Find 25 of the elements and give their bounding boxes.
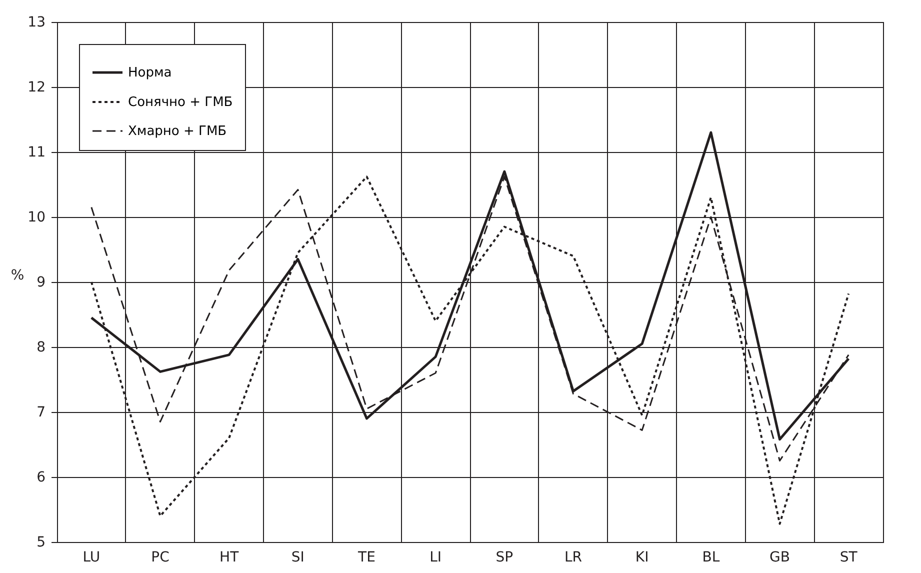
- x-tick-label: LI: [430, 550, 442, 566]
- y-tick-label: 12: [28, 80, 46, 96]
- y-axis-title: %: [10, 268, 24, 284]
- x-tick-label: GB: [770, 550, 790, 566]
- legend-label: Норма: [128, 66, 172, 80]
- y-tick-label: 7: [36, 404, 46, 420]
- y-tick-label: 5: [36, 534, 46, 550]
- legend-label: Сонячно + ГМБ: [128, 95, 233, 110]
- x-tick-label: PC: [151, 550, 170, 566]
- y-tick-label: 8: [36, 340, 46, 356]
- y-tick-label: 11: [28, 144, 46, 160]
- x-tick-label: LU: [82, 550, 100, 566]
- x-tick-label: SI: [291, 550, 304, 566]
- x-tick-label: BL: [702, 550, 720, 566]
- x-tick-label: LR: [564, 550, 582, 566]
- x-tick-label: KI: [635, 550, 649, 566]
- y-tick-label: 6: [36, 470, 46, 486]
- x-tick-label: SP: [496, 550, 514, 566]
- x-tick-label: ST: [840, 550, 858, 566]
- y-tick-label: 13: [28, 14, 46, 30]
- y-tick-label: 10: [28, 210, 46, 226]
- x-tick-label: HT: [220, 550, 240, 566]
- legend-label: Хмарно + ГМБ: [128, 124, 227, 139]
- x-tick-label: TE: [357, 550, 376, 566]
- y-tick-label: 9: [36, 274, 46, 290]
